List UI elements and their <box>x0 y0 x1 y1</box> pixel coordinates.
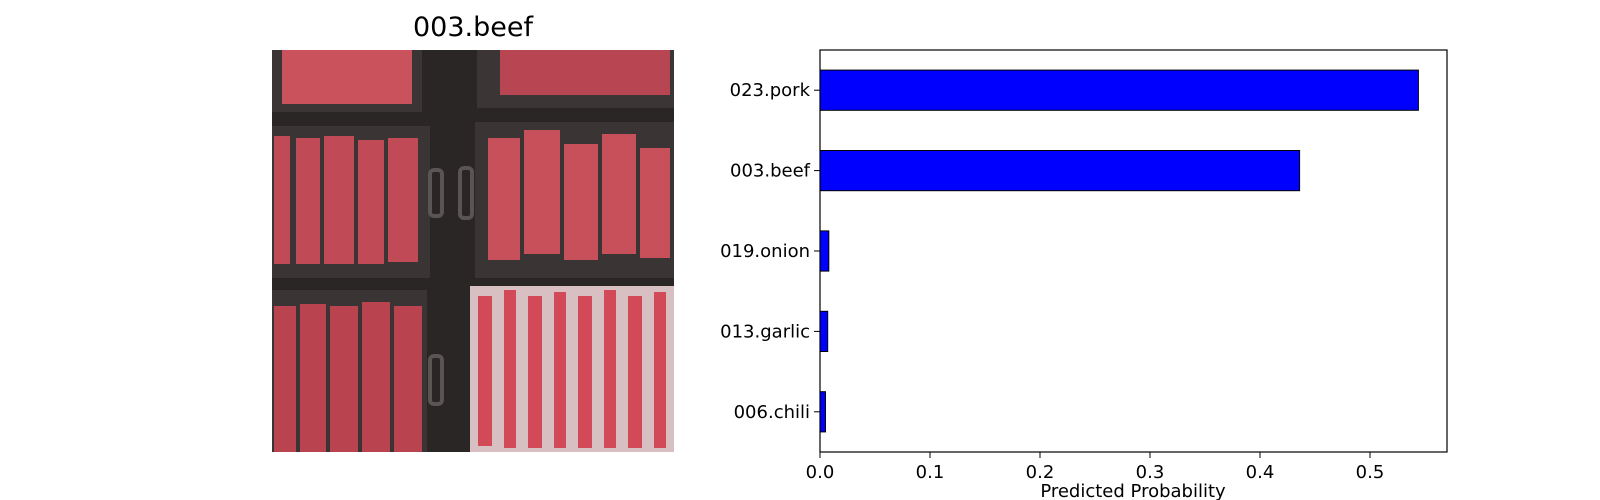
bar-023.pork <box>819 69 1419 111</box>
x-tick-label: 0.1 <box>916 462 945 483</box>
beef-photo <box>272 50 674 452</box>
meat-trays-picture <box>272 50 674 452</box>
bar-013.garlic <box>819 310 829 352</box>
x-tick-label: 0.2 <box>1026 462 1055 483</box>
y-tick-label: 013.garlic <box>720 321 810 342</box>
bar-006.chili <box>819 391 826 433</box>
y-tick-label: 003.beef <box>730 161 811 182</box>
bar-003.beef <box>819 150 1301 192</box>
x-tick-label: 0.0 <box>806 462 835 483</box>
y-tick-label: 023.pork <box>730 80 811 101</box>
x-tick-label: 0.3 <box>1136 462 1165 483</box>
x-tick-label: 0.5 <box>1356 462 1385 483</box>
y-tick-label: 006.chili <box>734 402 810 423</box>
x-tick-label: 0.4 <box>1246 462 1275 483</box>
x-axis-label: Predicted Probability <box>1040 481 1226 500</box>
bar-019.onion <box>819 230 830 272</box>
image-title: 003.beef <box>413 12 533 43</box>
y-tick-label: 019.onion <box>720 241 810 262</box>
